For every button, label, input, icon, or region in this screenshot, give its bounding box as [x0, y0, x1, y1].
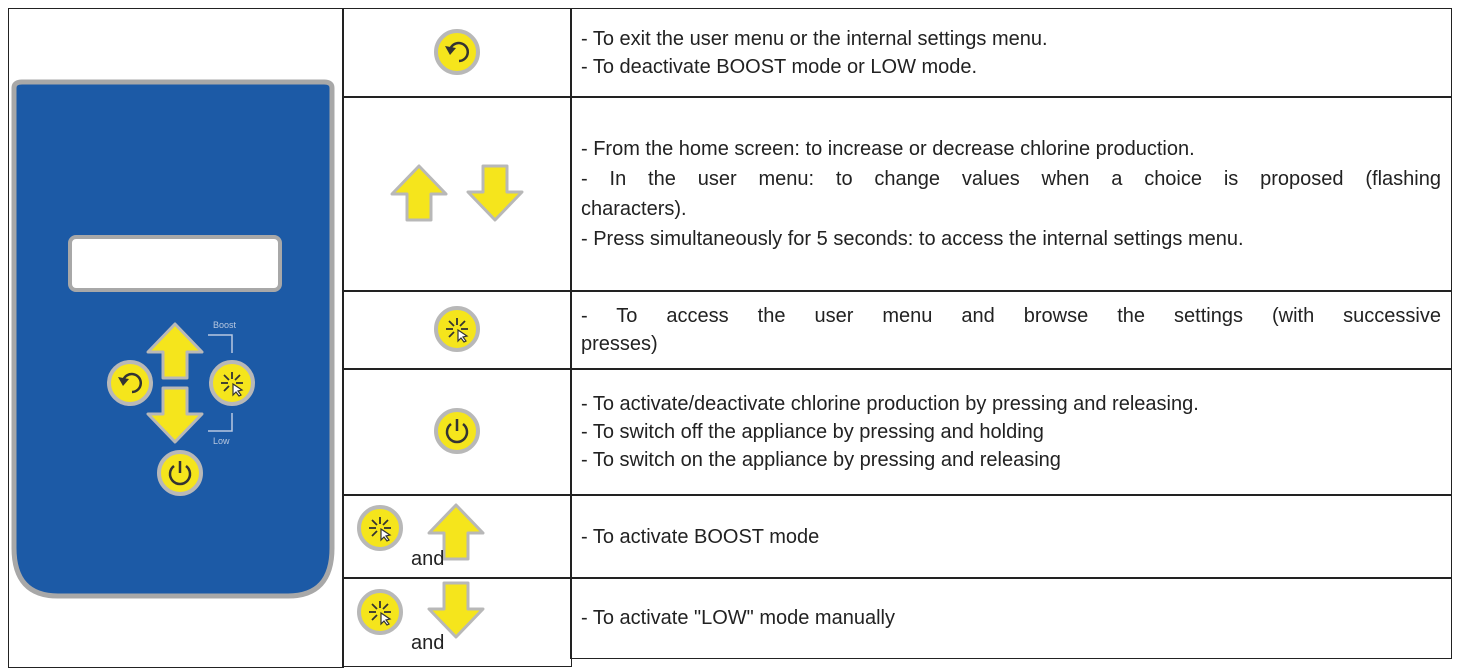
text-line: presses) [581, 333, 658, 355]
text-line: - From the home screen: to increase or d… [581, 138, 1195, 160]
text-line: - To activate/deactivate chlorine produc… [581, 393, 1199, 415]
description-cell: - To access the user menu and browse the… [570, 290, 1452, 370]
text-line: - To activate BOOST mode [581, 525, 820, 548]
text-line: - To deactivate BOOST mode or LOW mode. [581, 56, 978, 78]
and-label: and [411, 548, 445, 570]
icon-cell [342, 494, 572, 579]
description-cell: - From the home screen: to increase or d… [570, 96, 1452, 292]
icon-cell [342, 8, 572, 98]
description-cell: - To activate "LOW" mode manually [570, 577, 1452, 659]
boost-label: Boost [213, 320, 237, 330]
text-line: - To exit the user menu or the internal … [581, 28, 1048, 50]
text-line: - To switch off the appliance by pressin… [581, 421, 1044, 443]
description-cell: - To exit the user menu or the internal … [570, 8, 1452, 98]
and-label: and [411, 632, 445, 654]
low-label: Low [213, 436, 230, 446]
text-line: - In the user menu: to change values whe… [581, 168, 1441, 190]
text-line: - To activate "LOW" mode manually [581, 607, 895, 629]
description-cell: - To activate/deactivate chlorine produc… [570, 368, 1452, 496]
text-line: - To switch on the appliance by pressing… [581, 449, 1061, 471]
text-line: - To access the user menu and browse the… [581, 305, 1441, 327]
description-cell: - To activate BOOST mode [570, 494, 1452, 579]
text-line: - Press simultaneously for 5 seconds: to… [581, 228, 1244, 250]
icon-cell [342, 290, 572, 370]
text-line: characters). [581, 198, 687, 220]
icon-cell [342, 368, 572, 496]
icon-cell [342, 96, 572, 292]
control-panel: Boost Low [11, 79, 335, 599]
button-icons [342, 0, 572, 657]
